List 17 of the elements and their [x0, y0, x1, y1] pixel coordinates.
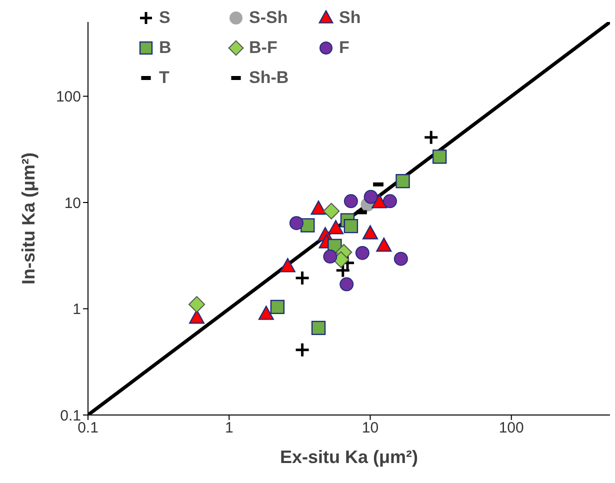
legend-label: T [159, 68, 170, 88]
x-tick-label: 10 [362, 420, 379, 437]
legend-label: S [159, 8, 170, 28]
legend-label: B [159, 38, 172, 58]
legend-label: Sh [339, 8, 361, 28]
x-tick-label: 1 [224, 420, 234, 437]
legend-label: S-Sh [249, 8, 288, 28]
x-axis-title: Ex-situ Ka (μm²) [280, 447, 418, 467]
y-tick-label: 10 [64, 194, 81, 212]
y-axis-title: In-situ Ka (μm²) [18, 152, 38, 285]
y-tick-label: 1 [72, 301, 81, 318]
legend-label: Sh-B [249, 68, 289, 88]
y-tick-label: 100 [56, 88, 81, 106]
legend-label: F [339, 38, 350, 58]
legend-label: B-F [249, 38, 278, 58]
x-tick-label: 0.1 [78, 420, 98, 437]
x-tick-label: 100 [498, 420, 524, 437]
